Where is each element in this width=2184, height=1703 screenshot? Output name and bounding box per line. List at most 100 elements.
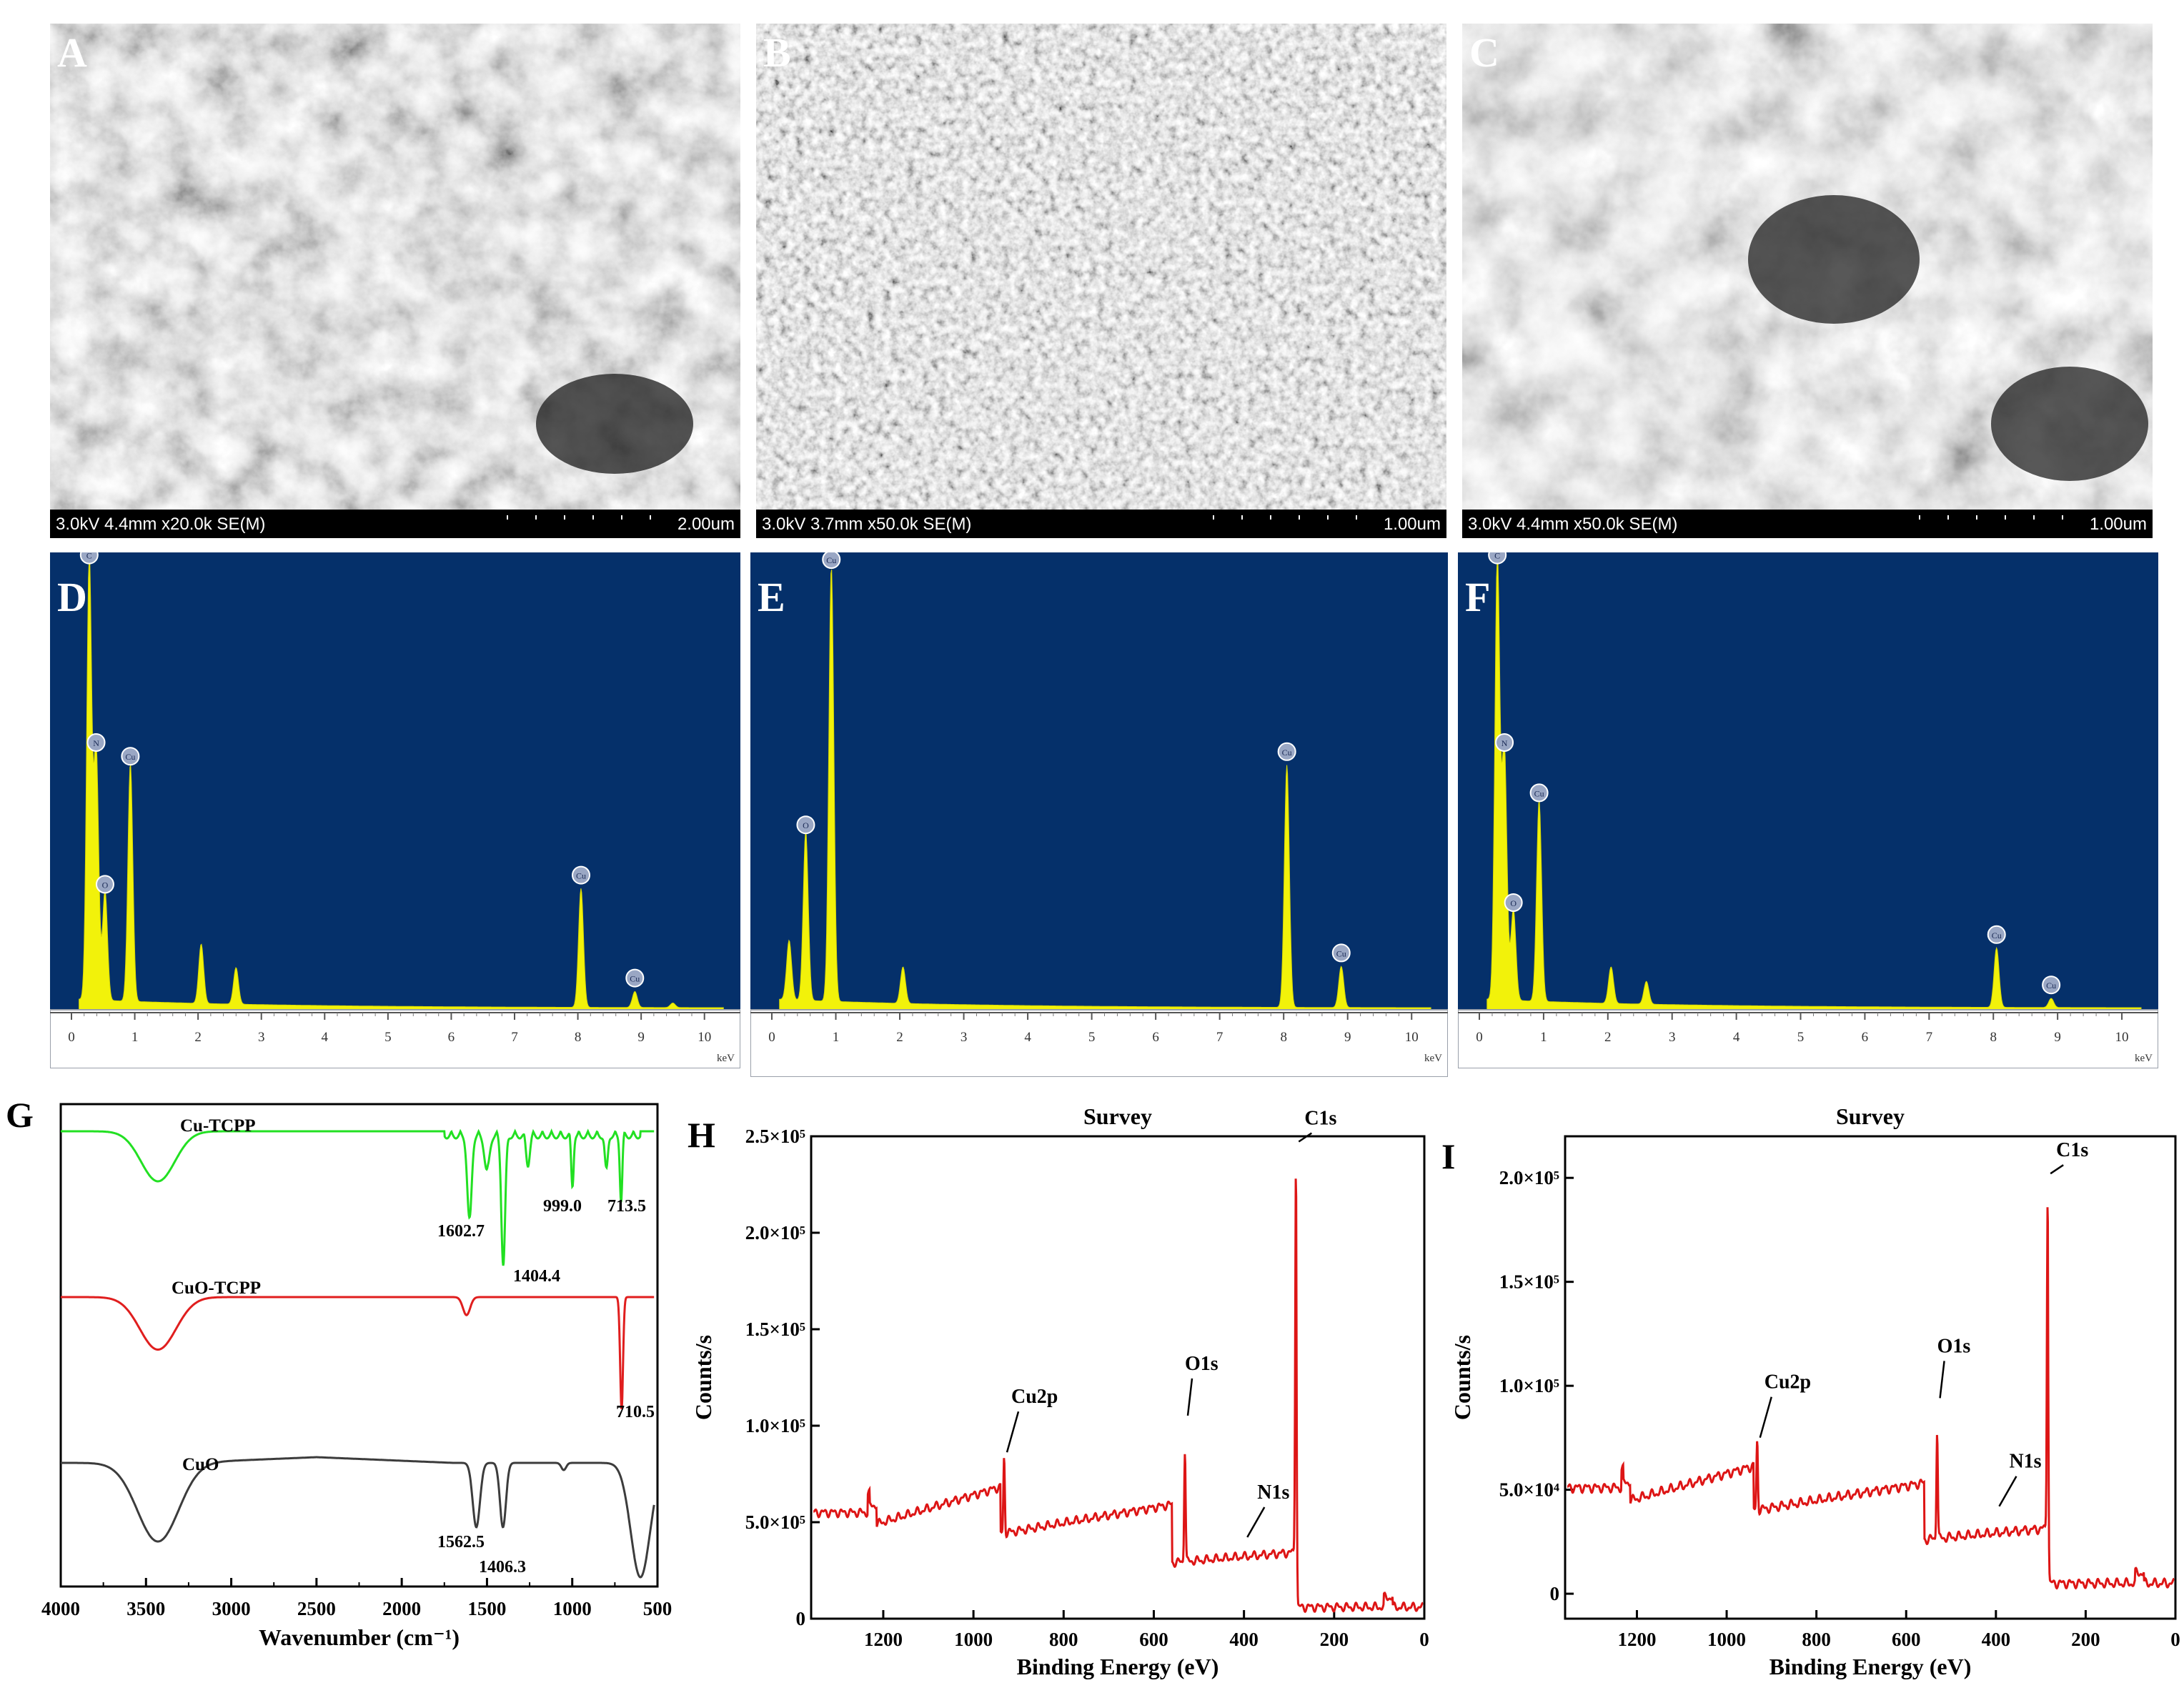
eds-peak-label: Cu [1534, 788, 1544, 798]
xps-peak-leader [1939, 1361, 1945, 1399]
xps-y-tick-label: 2.0×10⁵ [1499, 1167, 1559, 1188]
ftir-x-axis-label: Wavenumber (cm⁻¹) [259, 1624, 460, 1650]
ftir-series-name: CuO [182, 1455, 219, 1474]
eds-peak-marker [1488, 552, 1507, 565]
xps-peak-label: N1s [2009, 1451, 2041, 1473]
eds-peak-marker [1277, 742, 1296, 761]
xps-spectrum [1567, 1207, 2175, 1590]
ftir-x-tick-label: 2000 [382, 1598, 421, 1619]
sem-info-b: 3.0kV 3.7mm x50.0k SE(M) [762, 515, 971, 534]
xps-x-tick-label: 200 [1320, 1629, 1349, 1650]
eds-spectrum [1486, 557, 2142, 1011]
ftir-series-line [61, 1456, 655, 1579]
eds-x-tick-label: 3 [258, 1030, 265, 1045]
eds-x-tick-label: 7 [1926, 1030, 1933, 1045]
ftir-x-tick-label: 3000 [212, 1598, 251, 1619]
eds-x-axis-label: keV [2135, 1053, 2153, 1064]
eds-x-tick-label: 0 [68, 1030, 75, 1045]
xps-peak-label: C1s [2056, 1139, 2088, 1161]
ftir-x-tick-label: 3500 [126, 1598, 165, 1619]
xps-spectrum [813, 1178, 1424, 1614]
eds-axis-strip [750, 1009, 1448, 1077]
xps-y-axis-label: Counts/s [690, 1335, 716, 1420]
eds-x-tick-label: 7 [1216, 1030, 1223, 1045]
eds-peak-marker [822, 552, 841, 569]
eds-peak-label: Cu [826, 555, 836, 565]
eds-x-tick-label: 9 [637, 1030, 645, 1045]
eds-peak-label: N [1502, 738, 1508, 748]
xps-x-tick-label: 400 [1982, 1629, 2011, 1650]
xps-peak-leader [1998, 1476, 2017, 1507]
ftir-x-tick-label: 1500 [467, 1598, 506, 1619]
eds-peak-label: Cu [2046, 980, 2056, 990]
ftir-band-label: 713.5 [607, 1197, 646, 1216]
panel-letter-i: I [1441, 1136, 1455, 1176]
eds-spectrum [79, 557, 724, 1011]
eds-x-tick-label: 8 [1280, 1030, 1287, 1045]
panel-letter-d: D [57, 574, 87, 620]
ftir-series-name: CuO-TCPP [172, 1279, 261, 1298]
eds-peak-label: C [86, 552, 92, 561]
xps-y-tick-label: 1.0×10⁵ [745, 1415, 805, 1436]
xps-panel-h: H Survey 0 5.0×10⁵ 1.0×10⁵ 1.5×10⁵ 2.0×10⁵ 2.5×… [688, 1103, 1429, 1679]
xps-x-tick-label: 800 [1049, 1629, 1078, 1650]
xps-title: Survey [1836, 1103, 1905, 1129]
ftir-x-tick-label: 500 [643, 1598, 672, 1619]
xps-frame [1564, 1135, 2177, 1620]
eds-x-tick-label: 10 [2115, 1030, 2129, 1045]
xps-y-tick-label: 2.0×10⁵ [745, 1222, 805, 1243]
eds-x-tick-label: 3 [961, 1030, 968, 1045]
eds-plot-bg [750, 552, 1448, 1010]
xps-peak-label: C1s [1304, 1108, 1336, 1130]
xps-x-axis-label: Binding Energy (eV) [1017, 1654, 1219, 1679]
xps-peak-leader [1759, 1396, 1772, 1439]
xps-y-tick-label: 1.5×10⁵ [1499, 1271, 1559, 1293]
eds-peak-label: O [803, 820, 809, 830]
xps-y-tick-label: 2.5×10⁵ [745, 1126, 805, 1147]
ftir-panel-g: G Cu-TCPP CuO-TCPP CuO 1602.7 1404.4 999.0 713.… [6, 1095, 672, 1650]
eds-x-tick-label: 0 [1476, 1030, 1483, 1045]
xps-frame [810, 1135, 1426, 1620]
eds-axis-strip [1458, 1009, 2158, 1068]
ftir-series-name: Cu-TCPP [180, 1116, 256, 1136]
eds-x-tick-label: 6 [448, 1030, 455, 1045]
eds-x-tick-label: 8 [1990, 1030, 1997, 1045]
xps-peak-leader [1246, 1506, 1266, 1538]
ftir-x-tick-label: 2500 [297, 1598, 336, 1619]
eds-x-tick-label: 2 [896, 1030, 903, 1045]
sem-info-c: 3.0kV 4.4mm x50.0k SE(M) [1468, 515, 1677, 534]
xps-x-axis-label: Binding Energy (eV) [1769, 1654, 1972, 1679]
panel-letter-f: F [1465, 574, 1490, 620]
eds-x-tick-label: 3 [1669, 1030, 1676, 1045]
sem-info-a: 3.0kV 4.4mm x20.0k SE(M) [56, 515, 265, 534]
eds-x-tick-label: 4 [1733, 1030, 1740, 1045]
xps-peak-leader [1186, 1378, 1193, 1416]
eds-peak-label: Cu [1336, 948, 1346, 958]
eds-x-tick-label: 1 [1540, 1030, 1547, 1045]
xps-y-tick-label: 5.0×10⁴ [1499, 1479, 1559, 1501]
eds-peak-label: Cu [630, 974, 640, 984]
xps-x-tick-label: 0 [1419, 1629, 1429, 1650]
eds-x-tick-label: 4 [322, 1030, 329, 1045]
eds-panel-e: O Cu Cu Cu 0 1 2 3 4 5 6 7 8 9 10 keV E [750, 552, 1448, 1077]
eds-peak-marker [1495, 733, 1514, 752]
eds-axis-strip [50, 1009, 740, 1068]
eds-peak-marker [95, 875, 114, 894]
eds-peak-label: N [93, 738, 99, 748]
sem-scale-a: 2.00um [677, 515, 735, 534]
xps-x-tick-label: 1200 [864, 1629, 903, 1650]
eds-x-tick-label: 1 [131, 1030, 139, 1045]
ftir-band-label: 999.0 [543, 1197, 582, 1216]
eds-peak-marker [625, 968, 645, 988]
panel-letter-b: B [763, 29, 791, 76]
eds-plot-bg [50, 552, 740, 1010]
xps-y-tick-label: 0 [1550, 1583, 1560, 1604]
sem-scale-b: 1.00um [1384, 515, 1441, 534]
panel-letter-c: C [1469, 29, 1499, 76]
ftir-series-line [61, 1296, 655, 1410]
eds-x-tick-label: 5 [1797, 1030, 1805, 1045]
panel-letter-h: H [688, 1115, 715, 1155]
xps-x-tick-label: 600 [1892, 1629, 1921, 1650]
xps-x-tick-label: 600 [1139, 1629, 1168, 1650]
eds-peak-label: Cu [576, 871, 586, 881]
